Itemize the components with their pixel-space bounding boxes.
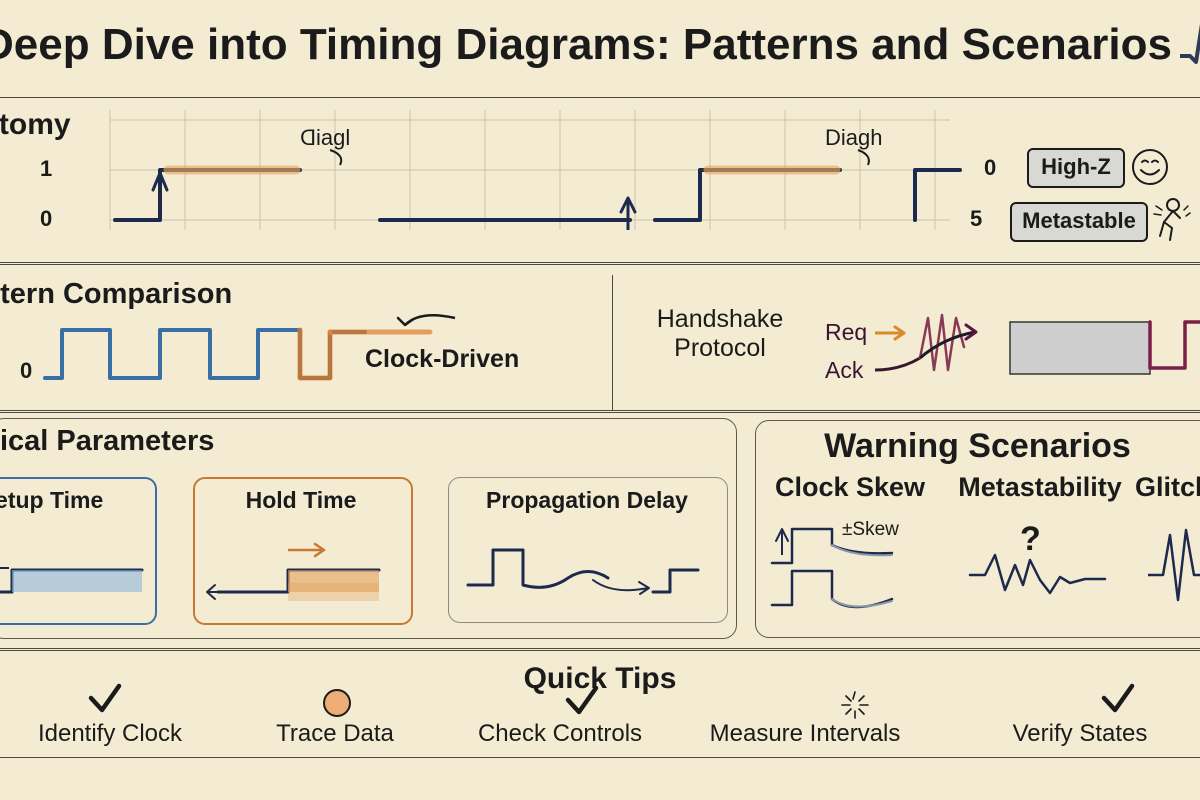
svg-text:iagl: iagl <box>316 125 350 150</box>
svg-text:Ack: Ack <box>825 357 864 383</box>
svg-text:0: 0 <box>40 206 52 231</box>
svg-text:Req: Req <box>825 319 867 345</box>
svg-text:0: 0 <box>20 358 32 383</box>
svg-text:±Skew: ±Skew <box>842 519 899 540</box>
svg-text:D: D <box>300 125 316 150</box>
svg-text:?: ? <box>1020 520 1041 558</box>
svg-text:Diagh: Diagh <box>825 125 882 150</box>
svg-text:1: 1 <box>40 156 52 181</box>
